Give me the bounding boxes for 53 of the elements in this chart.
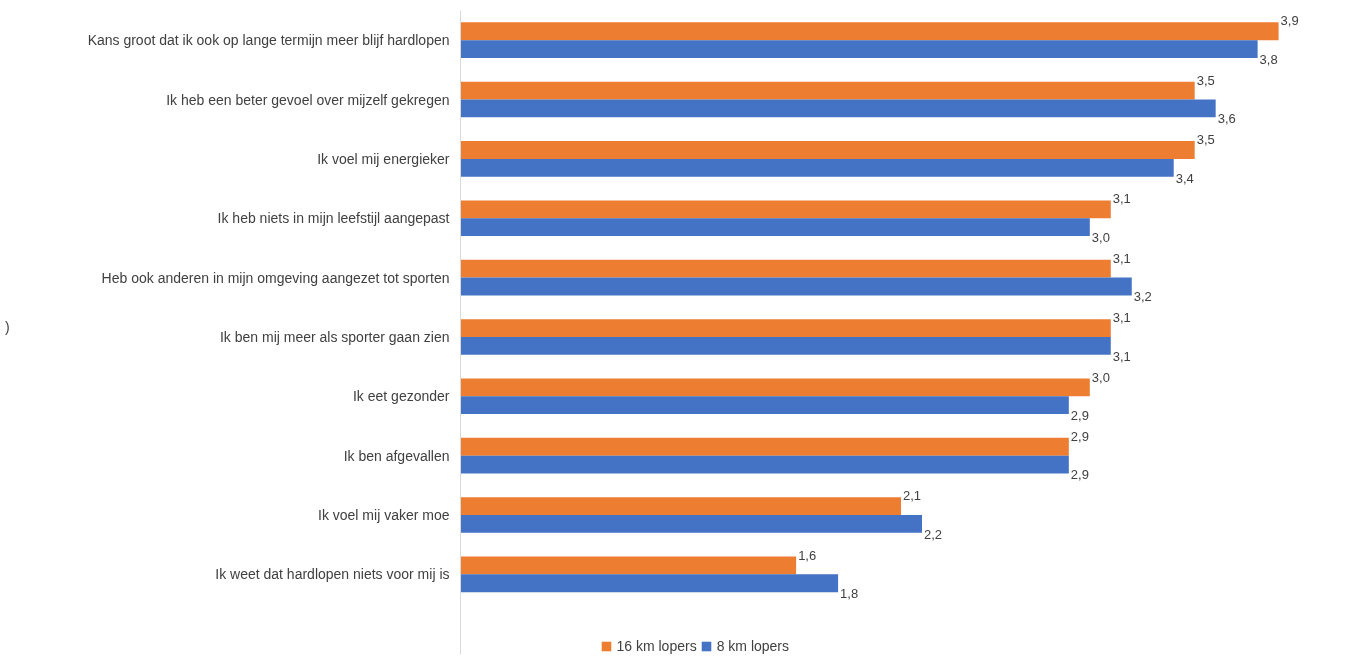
data-label: 1,6 [798,547,817,563]
bar [460,81,1195,100]
data-label: 2,9 [1070,428,1089,444]
data-label: 3,8 [1259,51,1278,67]
data-label: 3,6 [1217,111,1236,127]
bar [460,141,1195,159]
data-label: 1,8 [840,586,859,602]
bar [460,437,1069,456]
text: ) [5,318,10,337]
data-label: 3,0 [1091,230,1110,246]
data-label: 3,0 [1091,369,1110,385]
y-tick-label: Ik heb een beter gevoel over mijzelf gekregen [166,91,450,108]
y-tick-label: Ik eet gezonder [352,388,450,405]
data-label: 2,1 [903,488,922,504]
y-tick-label: Ik voel mij energieker [317,150,450,167]
y-tick-label: Heb ook anderen in mijn omgeving aangezet tot sporten [101,269,450,286]
y-tick-label: Ik heb niets in mijn leefstijl aangepast [217,210,450,227]
y-tick-label: Kans groot dat ik ook op lange termijn meer blijf hardlopen [87,32,450,49]
bar [460,40,1258,58]
y-tick-label: Ik voel mij vaker moe [318,507,450,524]
data-label: 2,9 [1070,467,1089,483]
data-label: 3,5 [1196,72,1215,88]
legend-label: 8 km lopers [716,638,790,654]
data-label: 3,1 [1112,250,1131,266]
bar [460,200,1111,219]
bar [460,497,902,516]
bar [460,99,1216,118]
bar [460,556,797,575]
data-label: 2,2 [923,526,943,542]
data-label: 2,9 [1070,408,1089,424]
data-label: 3,1 [1112,310,1131,326]
data-label: 3,1 [1112,348,1131,364]
data-label: 3,5 [1196,132,1215,148]
bar [460,158,1174,177]
data-label: 3,9 [1280,13,1299,29]
bar [460,259,1111,278]
bar [460,22,1279,41]
data-label: 3,1 [1112,191,1131,207]
data-label: 3,4 [1175,170,1194,186]
y-tick-label: Ik weet dat hardlopen niets voor mij is [215,566,450,583]
bar [460,277,1132,296]
bar [460,319,1111,337]
bar [460,515,922,533]
bar [460,574,839,593]
data-label: 3,2 [1133,289,1152,305]
legend-label: 16 km lopers [616,638,697,654]
bar [460,218,1090,237]
bar [460,378,1090,397]
y-tick-label: Ik ben mij meer als sporter gaan zien [219,328,450,345]
bar [460,396,1069,415]
y-tick-label: Ik ben afgevallen [343,447,450,464]
bar [460,336,1111,355]
bar [460,455,1069,474]
